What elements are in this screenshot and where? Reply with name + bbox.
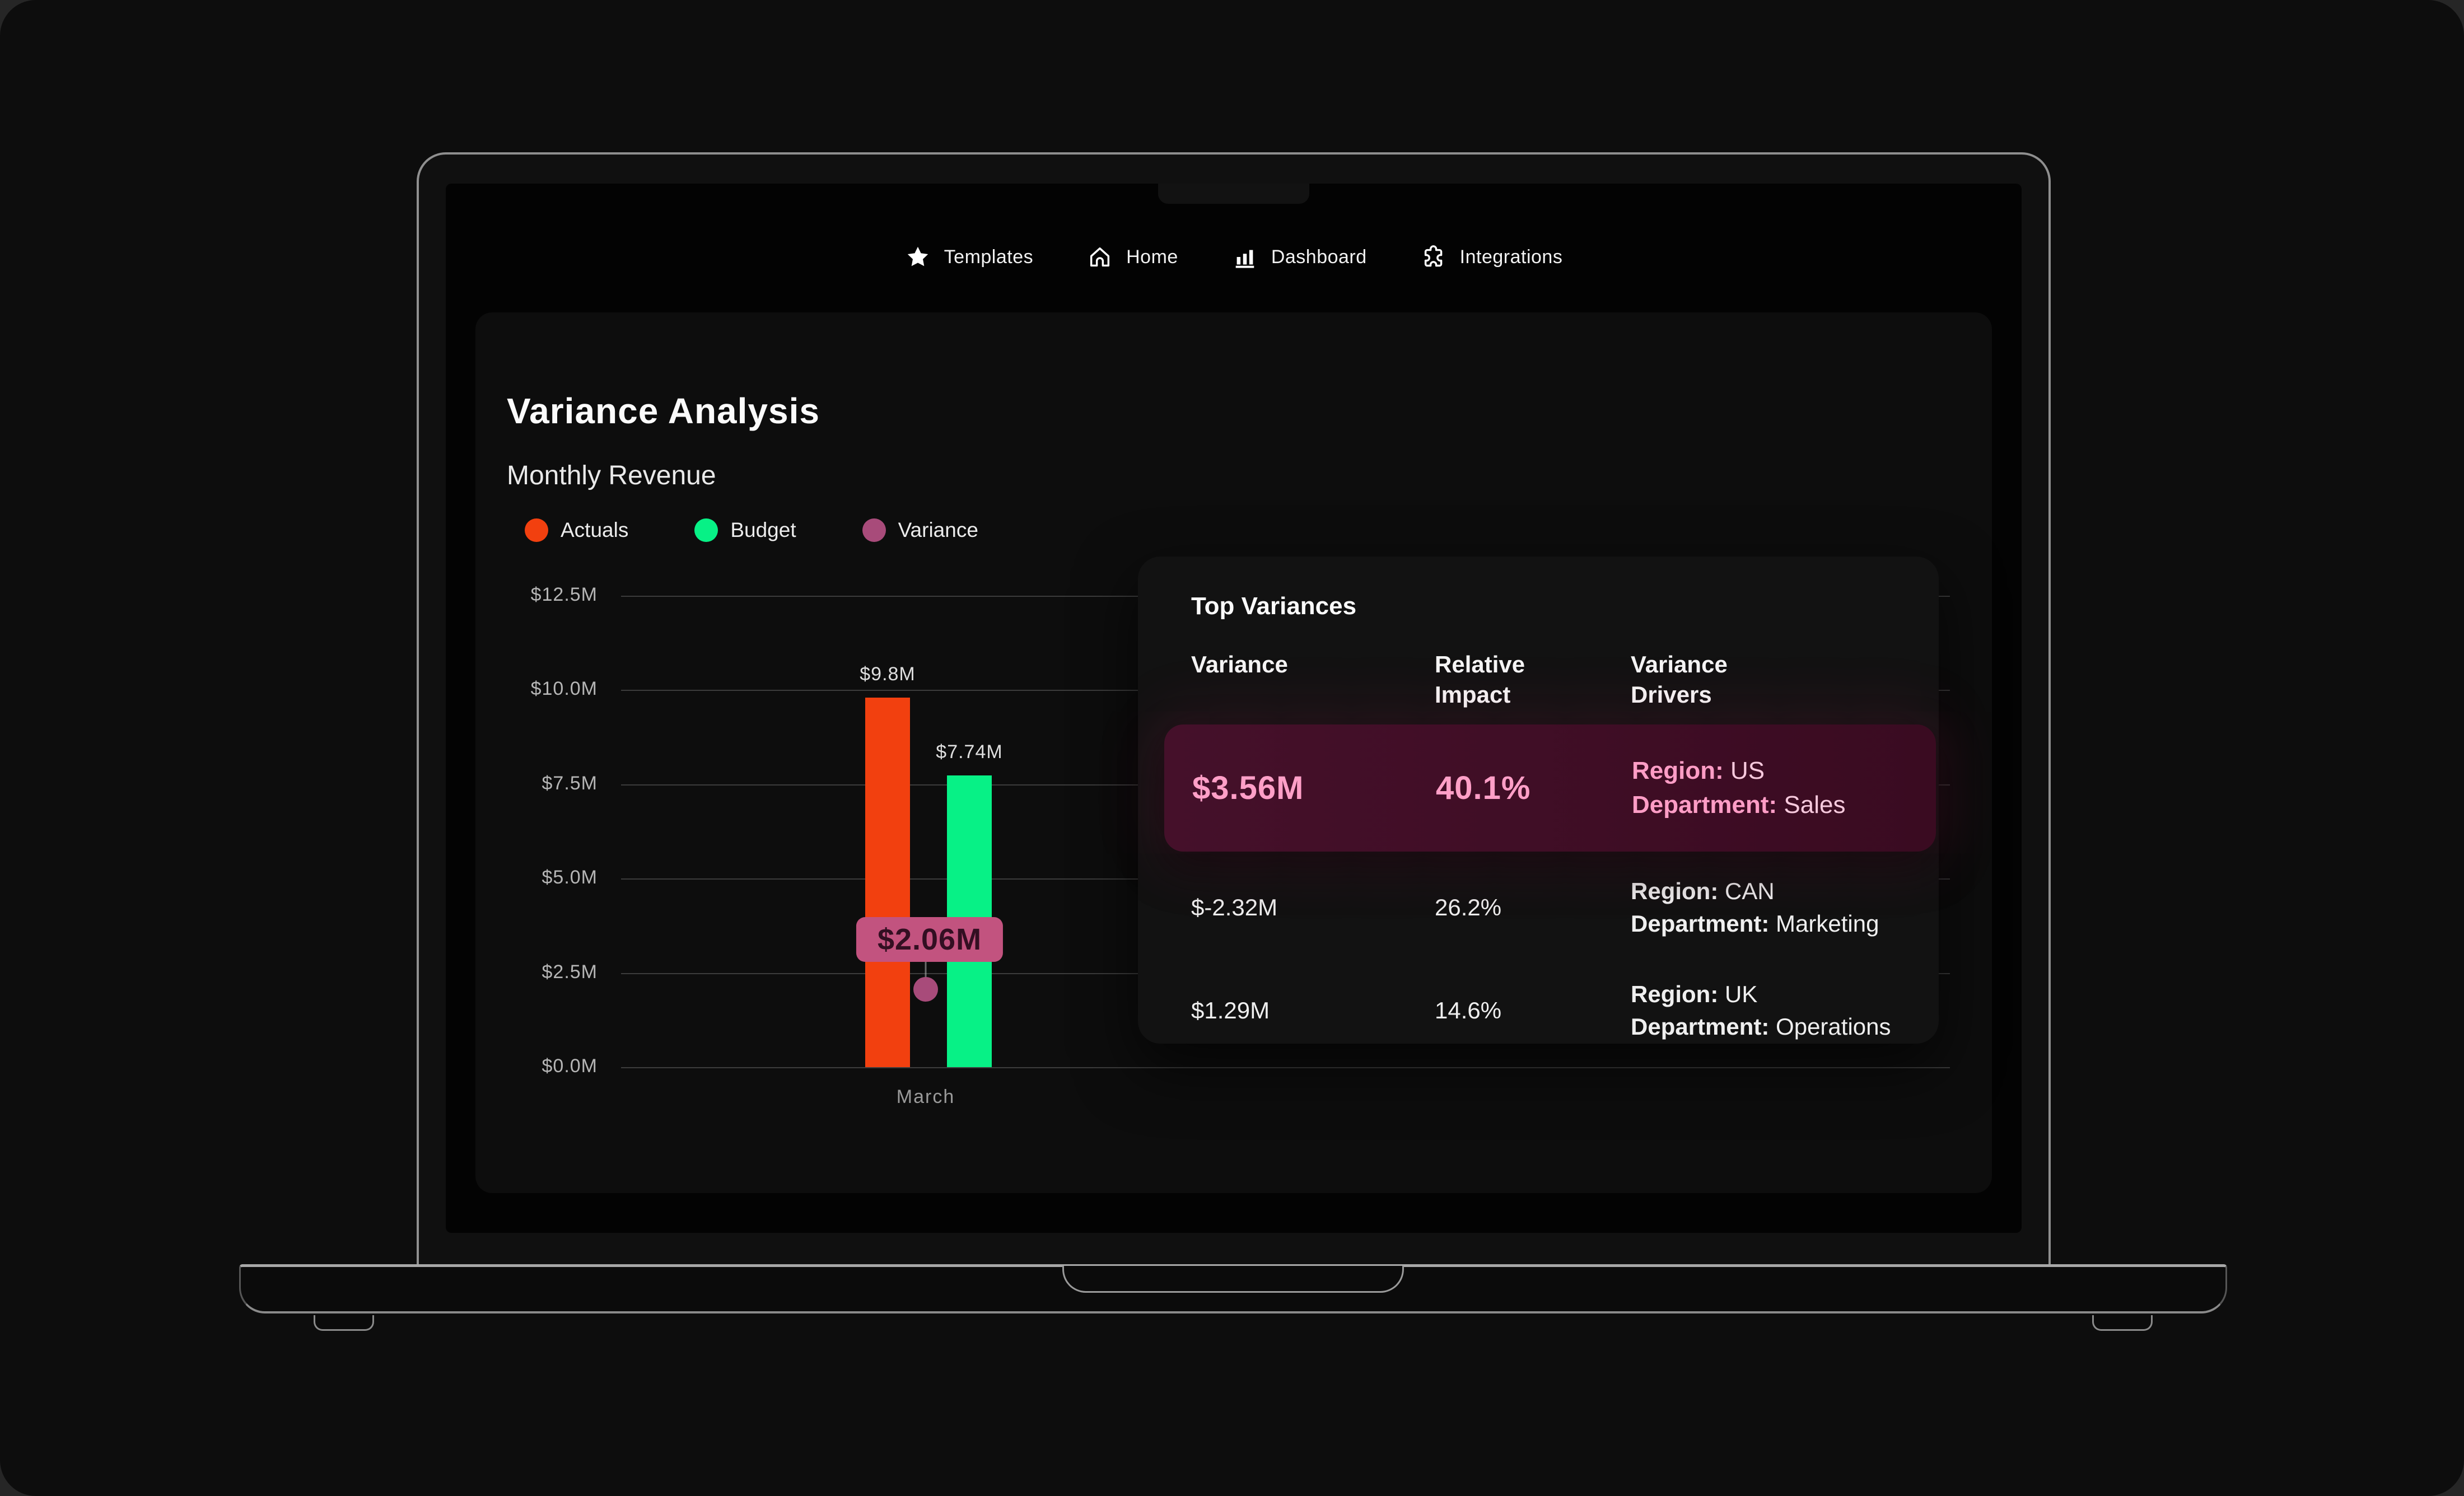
y-tick: $0.0M <box>542 1055 598 1077</box>
laptop-lid-scoop <box>1062 1266 1404 1293</box>
laptop-foot-right <box>2092 1315 2153 1331</box>
actuals-value-label: $9.8M <box>860 663 916 685</box>
actuals-bar[interactable] <box>865 697 910 1067</box>
drivers-cell: Region: US Department: Sales <box>1632 754 1936 822</box>
card-title: Top Variances <box>1191 592 1357 620</box>
page-subtitle: Monthly Revenue <box>507 460 716 490</box>
home-icon <box>1087 244 1113 270</box>
impact-value: 14.6% <box>1435 997 1502 1023</box>
region-label: Region: <box>1631 877 1719 904</box>
variance-badge: $2.06M <box>856 917 1004 962</box>
camera-notch-icon <box>1158 184 1309 204</box>
laptop-lid: Templates Home Dashboard <box>417 152 2051 1264</box>
variance-dot[interactable] <box>913 977 938 1002</box>
gridline <box>621 1067 1950 1068</box>
laptop-screen: Templates Home Dashboard <box>446 184 2022 1233</box>
nav-item-home[interactable]: Home <box>1087 244 1178 270</box>
dashboard-panel: Variance Analysis Monthly Revenue Actual… <box>475 312 1992 1193</box>
drivers-cell: Region: CAN Department: Marketing <box>1631 875 1916 940</box>
impact-value: 26.2% <box>1435 894 1502 920</box>
bar-chart-icon <box>1232 244 1258 270</box>
x-axis-label-march: March <box>896 1086 955 1107</box>
department-value: Sales <box>1784 791 1846 819</box>
region-label: Region: <box>1632 756 1724 784</box>
region-label: Region: <box>1631 980 1719 1007</box>
legend-label-budget: Budget <box>730 518 796 541</box>
budget-value-label: $7.74M <box>936 741 1003 763</box>
table-row[interactable]: $-2.32M 26.2% Region: CAN Department: Ma… <box>1191 856 1916 959</box>
laptop-base <box>239 1264 2227 1331</box>
y-tick: $12.5M <box>530 584 598 605</box>
department-label: Department: <box>1631 1013 1770 1040</box>
nav-item-integrations[interactable]: Integrations <box>1421 244 1563 270</box>
department-value: Operations <box>1776 1013 1891 1040</box>
table-row[interactable]: $1.29M 14.6% Region: UK Department: Oper… <box>1191 959 1916 1062</box>
legend-label-actuals: Actuals <box>561 518 629 541</box>
star-icon <box>905 244 931 270</box>
variance-value: $3.56M <box>1192 769 1304 806</box>
legend-dot-budget <box>694 518 718 542</box>
table-row-highlighted[interactable]: $3.56M 40.1% Region: US Department: Sale… <box>1164 724 1936 852</box>
chart-legend: Actuals Budget Variance <box>525 518 978 542</box>
top-variances-card: Top Variances Variance Relative Impact V… <box>1138 557 1939 1044</box>
y-tick: $10.0M <box>530 678 598 699</box>
nav-item-templates[interactable]: Templates <box>905 244 1033 270</box>
nav-label-templates: Templates <box>944 246 1034 268</box>
nav-label-integrations: Integrations <box>1459 246 1563 268</box>
laptop-foot-left <box>314 1315 374 1331</box>
y-tick: $5.0M <box>542 867 598 888</box>
department-label: Department: <box>1632 791 1777 819</box>
table-header-row: Variance Relative Impact Variance Driver… <box>1191 649 1916 710</box>
variance-value: $-2.32M <box>1191 894 1278 920</box>
region-value: UK <box>1724 980 1758 1007</box>
nav-item-dashboard[interactable]: Dashboard <box>1232 244 1367 270</box>
region-value: CAN <box>1724 877 1775 904</box>
legend-item-variance[interactable]: Variance <box>862 518 978 542</box>
nav-label-home: Home <box>1126 246 1178 268</box>
nav-label-dashboard: Dashboard <box>1271 246 1367 268</box>
col-header-variance-drivers: Variance Drivers <box>1631 651 1728 708</box>
legend-item-actuals[interactable]: Actuals <box>525 518 628 542</box>
variance-value: $1.29M <box>1191 997 1270 1023</box>
department-value: Marketing <box>1776 910 1879 937</box>
y-tick: $2.5M <box>542 961 598 983</box>
legend-dot-variance <box>862 518 886 542</box>
department-label: Department: <box>1631 910 1770 937</box>
col-header-variance: Variance <box>1191 651 1288 677</box>
page-title: Variance Analysis <box>507 390 820 431</box>
region-value: US <box>1730 756 1765 784</box>
legend-dot-actuals <box>525 518 548 542</box>
y-tick: $7.5M <box>542 773 598 794</box>
drivers-cell: Region: UK Department: Operations <box>1631 978 1916 1043</box>
legend-label-variance: Variance <box>898 518 978 541</box>
legend-item-budget[interactable]: Budget <box>694 518 796 542</box>
variance-stem <box>925 959 927 993</box>
top-nav: Templates Home Dashboard <box>446 244 2022 270</box>
col-header-relative-impact: Relative Impact <box>1435 651 1525 708</box>
puzzle-icon <box>1421 244 1446 270</box>
impact-value: 40.1% <box>1436 769 1531 806</box>
